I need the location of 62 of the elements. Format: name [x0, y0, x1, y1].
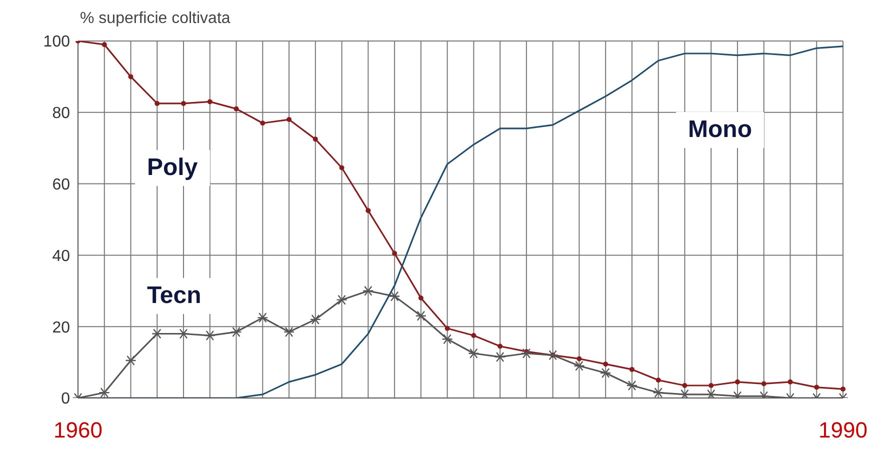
point [494, 352, 506, 362]
point [128, 74, 134, 80]
point [600, 368, 612, 378]
y-tick-label: 100 [43, 34, 70, 51]
point [761, 381, 766, 386]
point [656, 378, 661, 383]
point [706, 389, 717, 398]
x-tick-label: 1960 [54, 418, 102, 443]
point [788, 379, 793, 384]
point [312, 136, 318, 142]
point [234, 106, 239, 112]
text: Poly [135, 150, 210, 186]
point [392, 250, 398, 256]
y-tick-label: 20 [52, 319, 70, 336]
point [603, 362, 608, 367]
point [415, 310, 427, 321]
point [574, 360, 585, 371]
point [444, 326, 450, 331]
point [257, 312, 268, 323]
point [102, 42, 107, 48]
point [310, 314, 322, 325]
point [652, 388, 664, 398]
point [629, 366, 634, 372]
point [362, 286, 374, 296]
point [626, 380, 638, 391]
text: Mono [676, 112, 764, 148]
point [260, 120, 266, 126]
point [388, 291, 400, 302]
point [204, 330, 216, 341]
y-tick-label: 60 [52, 176, 70, 194]
point [682, 383, 688, 388]
point [98, 388, 110, 398]
y-tick-label: 80 [52, 105, 70, 122]
series-label: Tecn [135, 278, 214, 314]
point [498, 344, 503, 349]
y-tick-label: 40 [52, 248, 70, 265]
point [840, 386, 846, 392]
point [679, 389, 690, 398]
point [125, 355, 136, 366]
point [230, 326, 242, 338]
point [520, 348, 532, 358]
point [286, 117, 292, 122]
point [547, 350, 558, 360]
point [734, 379, 740, 384]
point [152, 328, 163, 339]
point [181, 100, 186, 106]
point [366, 208, 371, 214]
point [154, 100, 160, 106]
point [207, 99, 212, 104]
point [471, 333, 476, 338]
point [468, 348, 480, 358]
y-axis-title: % superficie coltivata [80, 10, 230, 28]
x-tick-label: 1990 [818, 418, 868, 443]
point [418, 296, 424, 301]
point [283, 326, 295, 338]
point [576, 356, 582, 362]
point [442, 334, 453, 344]
point [339, 165, 344, 170]
point [814, 384, 820, 390]
y-tick-label: 0 [61, 390, 70, 408]
point [708, 383, 714, 388]
point [336, 294, 348, 305]
